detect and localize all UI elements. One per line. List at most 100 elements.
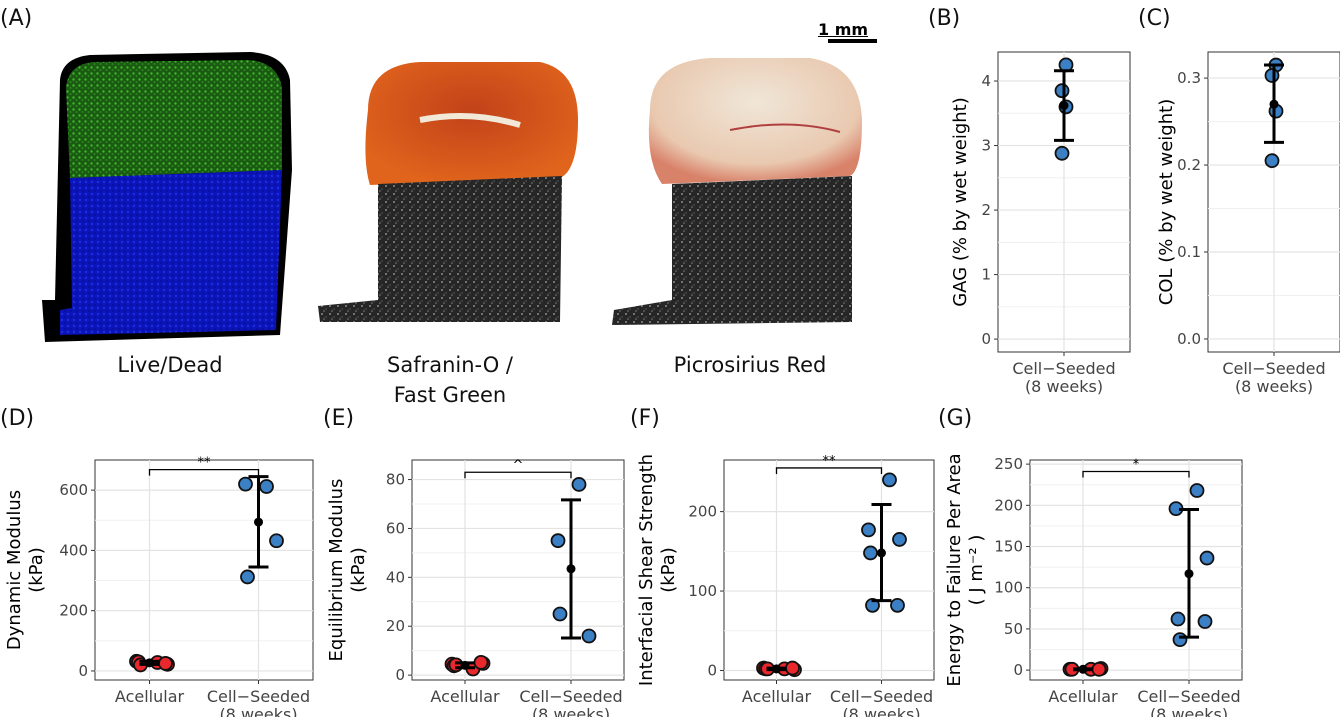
data-point: [1197, 614, 1213, 629]
y-axis-label: COL (% by wet weight): [1156, 99, 1177, 305]
data-point: [1170, 611, 1186, 627]
data-point: [892, 532, 907, 547]
y-tick-label: 60: [386, 519, 405, 537]
plot-panel: [1029, 459, 1243, 681]
y-axis-label: Dynamic Modulus: [4, 490, 25, 650]
significance-bracket: [464, 471, 572, 479]
x-tick-label: Cell−Seeded: [1012, 359, 1115, 378]
data-point: [865, 597, 880, 613]
chart-equilibrium-modulus: 0 20 40 60 80 Acellular Cell−Seeded(8 weeks) Eq…: [326, 458, 625, 717]
y-tick-label: 0.3: [1177, 69, 1201, 87]
mean-point: [1269, 99, 1279, 109]
y-tick-label: 50: [1004, 620, 1023, 638]
caption-safranin: Safranin-O / Fast Green: [360, 350, 540, 410]
caption-line: Picrosirius Red: [673, 353, 827, 377]
x-tick-label: Cell−Seeded: [1137, 687, 1240, 706]
data-point: [1054, 145, 1070, 161]
mean-point: [772, 664, 781, 674]
x-tick-label: Cell−Seeded: [1222, 359, 1325, 378]
y-tick-label: 600: [59, 481, 88, 499]
panel-label-f: (F): [630, 406, 660, 431]
plot-panel: [94, 459, 314, 681]
significance-label: ^: [513, 458, 524, 473]
y-tick-label: 4: [981, 72, 991, 90]
significance-bracket: [1082, 470, 1190, 478]
panel-label-b: (B): [928, 6, 961, 31]
data-point: [1264, 68, 1280, 83]
chart-col: 0.0 0.1 0.2 0.3 Cell−Seeded(8 weeks) COL (% b…: [1156, 51, 1340, 396]
y-tick-label: 200: [994, 496, 1023, 514]
mean-point: [460, 660, 470, 670]
caption-picrosirius: Picrosirius Red: [645, 350, 855, 380]
data-point: [552, 606, 568, 622]
data-point: [259, 479, 274, 494]
panel-label-a: (A): [0, 6, 33, 31]
panel-label-d: (D): [0, 406, 35, 431]
x-tick-label: Acellular: [430, 687, 500, 706]
y-tick-label: 0: [395, 666, 405, 684]
data-point: [1172, 632, 1188, 648]
data-point: [1199, 550, 1215, 566]
data-point: [1054, 83, 1070, 99]
caption-line: Safranin-O /: [387, 353, 513, 377]
y-axis-label: Interfacial Shear Strength: [636, 454, 657, 686]
mean-point: [1184, 569, 1194, 579]
mean-point: [254, 517, 263, 527]
y-axis-label: (kPa): [26, 547, 47, 593]
y-tick-label: 2: [981, 201, 991, 219]
chart-dynamic-modulus: 0 200 400 600 Acellular Cell−Seeded(8 weeks) D…: [4, 456, 314, 717]
y-axis-label: Equilibrium Modulus: [326, 479, 347, 662]
chart-energy-failure: 0 50 100 150 200 250 Acellular Cell−Seeded(8 we…: [944, 453, 1243, 717]
x-tick-label: Acellular: [1048, 687, 1118, 706]
data-point: [550, 533, 566, 549]
x-tick-label: Acellular: [742, 687, 812, 706]
x-tick-label: Acellular: [115, 687, 185, 706]
significance-bracket: [148, 468, 260, 476]
panel-label-e: (E): [323, 406, 355, 431]
data-point: [785, 660, 800, 676]
caption-live-dead: Live/Dead: [90, 350, 250, 380]
y-tick-label: 40: [386, 568, 405, 586]
x-tick-label: (8 weeks): [219, 705, 297, 717]
y-axis-label: ( J m⁻² ): [966, 535, 987, 606]
caption-line: Fast Green: [393, 383, 507, 407]
y-tick-label: 80: [386, 471, 405, 489]
y-tick-label: 150: [994, 538, 1023, 556]
picrosirius-image: [612, 58, 862, 325]
data-point: [269, 533, 284, 549]
data-point: [1189, 483, 1205, 498]
safranin-image: [318, 62, 578, 322]
y-tick-label: 0.1: [1177, 243, 1201, 261]
mean-point: [877, 548, 886, 558]
data-point: [238, 476, 253, 492]
live-dead-image: [42, 52, 292, 342]
data-point: [861, 522, 876, 538]
x-tick-label: (8 weeks): [1150, 705, 1228, 717]
y-tick-label: 0.2: [1177, 156, 1201, 174]
y-tick-label: 0: [707, 661, 717, 679]
x-tick-label: (8 weeks): [532, 705, 610, 717]
data-point: [571, 477, 587, 492]
data-point: [1264, 153, 1280, 169]
y-axis-label: Energy to Failure Per Area: [944, 453, 965, 686]
y-tick-label: 250: [994, 455, 1023, 473]
y-tick-label: 400: [59, 541, 88, 559]
y-axis-label: (kPa): [658, 547, 679, 593]
caption-line: Live/Dead: [117, 353, 223, 377]
y-tick-label: 100: [994, 579, 1023, 597]
data-point: [1091, 661, 1107, 677]
mean-point: [145, 658, 154, 668]
y-tick-label: 20: [386, 617, 405, 635]
mean-point: [1078, 664, 1088, 674]
data-point: [581, 628, 597, 644]
mean-point: [1059, 101, 1069, 111]
y-tick-label: 0: [1013, 661, 1023, 679]
y-tick-label: 100: [688, 582, 717, 600]
y-tick-label: 1: [981, 266, 991, 284]
significance-bracket: [775, 467, 883, 474]
significance-label: **: [198, 456, 212, 471]
data-point: [473, 654, 489, 670]
scale-bar-label: 1 mm: [818, 20, 869, 39]
x-tick-label: Cell−Seeded: [207, 687, 310, 706]
x-tick-label: Cell−Seeded: [519, 687, 622, 706]
